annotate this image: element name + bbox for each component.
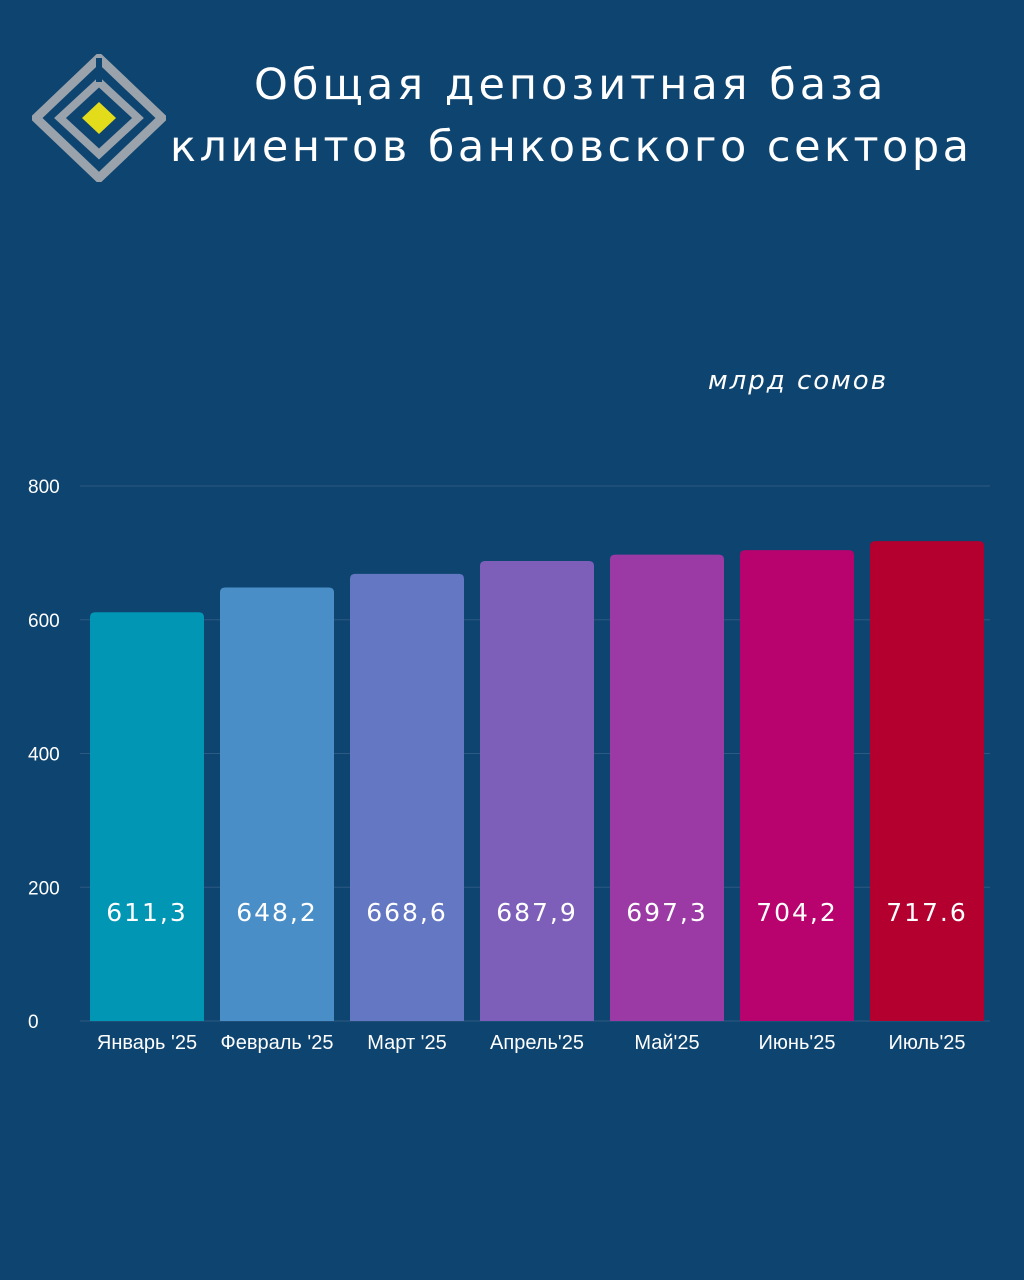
bars: [90, 541, 984, 1021]
bar: [610, 554, 724, 1021]
page-title-line-2: клиентов банковского сектора: [170, 122, 973, 172]
x-tick-label: Июль'25: [888, 1032, 965, 1054]
y-tick-label: 400: [28, 745, 60, 766]
x-tick-label: Март '25: [367, 1032, 446, 1054]
y-tick-label: 600: [28, 611, 60, 632]
bar-value-label: 717.6: [886, 898, 968, 927]
logo-inner-diamond: [54, 76, 144, 160]
y-axis-ticks: 0 200 400 600 800: [28, 477, 60, 1033]
y-tick-label: 800: [28, 477, 60, 498]
bar-value-label: 687,9: [496, 898, 578, 927]
bar-value-label: 648,2: [236, 898, 318, 927]
bar: [90, 612, 204, 1021]
x-tick-label: Апрель'25: [490, 1032, 584, 1054]
x-tick-label: Январь '25: [97, 1032, 197, 1054]
logo-outer-diamond: [32, 54, 166, 182]
bar-value-label: 704,2: [756, 898, 838, 927]
x-tick-label: Июнь'25: [759, 1032, 836, 1054]
diamond-logo-icon: [32, 54, 166, 182]
unit-label: млрд сомов: [708, 366, 889, 396]
y-tick-label: 0: [28, 1012, 39, 1033]
value-labels: 611,3 648,2 668,6 687,9 697,3 704,2 717.6: [106, 898, 968, 927]
bar: [220, 587, 334, 1021]
bar: [350, 573, 464, 1021]
y-tick-label: 200: [28, 878, 60, 899]
bar-value-label: 697,3: [626, 898, 708, 927]
logo-center-diamond: [82, 102, 116, 134]
page-title-line-1: Общая депозитная база: [254, 60, 888, 110]
bar-value-label: 668,6: [366, 898, 448, 927]
category-labels: Январь '25 Февраль '25 Март '25 Апрель'25 Ма…: [97, 1032, 966, 1054]
bar-value-label: 611,3: [106, 898, 188, 927]
bar: [480, 560, 594, 1021]
x-tick-label: Май'25: [634, 1032, 699, 1054]
bar: [740, 550, 854, 1021]
x-tick-label: Февраль '25: [221, 1032, 334, 1054]
bar: [870, 541, 984, 1021]
